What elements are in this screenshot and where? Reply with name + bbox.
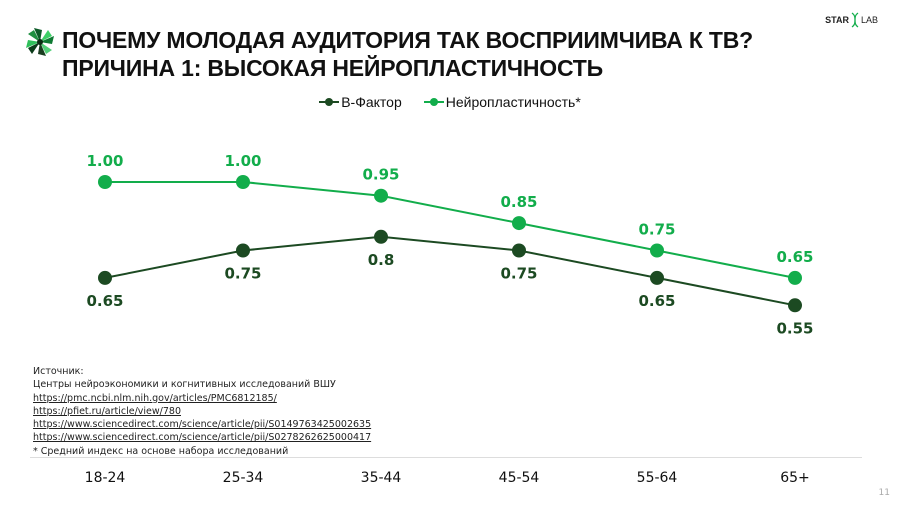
data-label: 0.75 <box>638 221 675 239</box>
data-label: 1.00 <box>86 152 123 170</box>
sources-org: Центры нейроэкономики и когнитивных иссл… <box>33 379 336 391</box>
legend-label: Нейропластичность* <box>445 94 581 110</box>
legend-item-neuroplasticity: Нейропластичность* <box>423 94 581 110</box>
page-number: 11 <box>878 488 890 498</box>
brand-logo: STAR LAB <box>825 12 878 28</box>
legend-label: В-Фактор <box>341 94 402 110</box>
data-point <box>512 216 526 231</box>
data-label: 0.85 <box>500 193 537 211</box>
x-tick-label: 18-24 <box>85 470 126 486</box>
x-tick-label: 35-44 <box>361 470 402 486</box>
x-tick-label: 45-54 <box>499 470 540 486</box>
source-link[interactable]: https://pfiet.ru/article/view/780 <box>33 405 181 417</box>
chart-legend: В-Фактор Нейропластичность* <box>0 94 900 110</box>
title-line-2: ПРИЧИНА 1: ВЫСОКАЯ НЕЙРОПЛАСТИЧНОСТЬ <box>62 55 603 81</box>
legend-marker-icon <box>319 98 340 106</box>
data-point <box>374 188 388 203</box>
data-point <box>650 270 664 285</box>
brand-right: LAB <box>860 15 878 25</box>
data-point <box>374 229 388 244</box>
footnote: * Средний индекс на основе набора исслед… <box>33 445 289 457</box>
source-link[interactable]: https://pmc.ncbi.nlm.nih.gov/articles/PM… <box>33 392 277 404</box>
data-point <box>512 243 526 258</box>
data-label: 0.65 <box>776 248 813 266</box>
legend-marker-icon <box>423 98 444 106</box>
data-label: 0.65 <box>86 292 123 310</box>
data-point <box>788 298 802 313</box>
logo-swirl-icon <box>26 28 54 56</box>
legend-item-b-factor: В-Фактор <box>319 94 402 110</box>
data-label: 0.8 <box>368 251 395 269</box>
data-label: 1.00 <box>224 152 261 170</box>
title-line-1: ПОЧЕМУ МОЛОДАЯ АУДИТОРИЯ ТАК ВОСПРИИМЧИВ… <box>62 27 754 53</box>
dna-icon <box>851 12 859 28</box>
data-point <box>98 270 112 285</box>
data-point <box>236 175 250 189</box>
source-link[interactable]: https://www.sciencedirect.com/science/ar… <box>33 419 372 431</box>
source-link[interactable]: https://www.sciencedirect.com/science/ar… <box>33 432 372 444</box>
page-title: ПОЧЕМУ МОЛОДАЯ АУДИТОРИЯ ТАК ВОСПРИИМЧИВ… <box>62 26 753 82</box>
x-tick-label: 65+ <box>780 470 810 486</box>
data-point <box>650 243 664 258</box>
x-tick-label: 55-64 <box>637 470 678 486</box>
brand-left: STAR <box>825 15 849 25</box>
data-label: 0.75 <box>224 265 261 283</box>
data-point <box>236 243 250 258</box>
sources-block: Источник: Центры нейроэкономики и когнит… <box>33 365 371 458</box>
data-point <box>98 175 112 189</box>
series-line <box>104 235 796 307</box>
data-label: 0.95 <box>362 166 399 184</box>
data-label: 0.65 <box>638 292 675 310</box>
sources-heading: Источник: <box>33 366 84 377</box>
divider <box>30 457 862 458</box>
data-label: 0.75 <box>500 265 537 283</box>
data-point <box>788 270 802 285</box>
series-line <box>105 181 796 279</box>
x-tick-label: 25-34 <box>223 470 264 486</box>
data-label: 0.55 <box>776 319 813 337</box>
